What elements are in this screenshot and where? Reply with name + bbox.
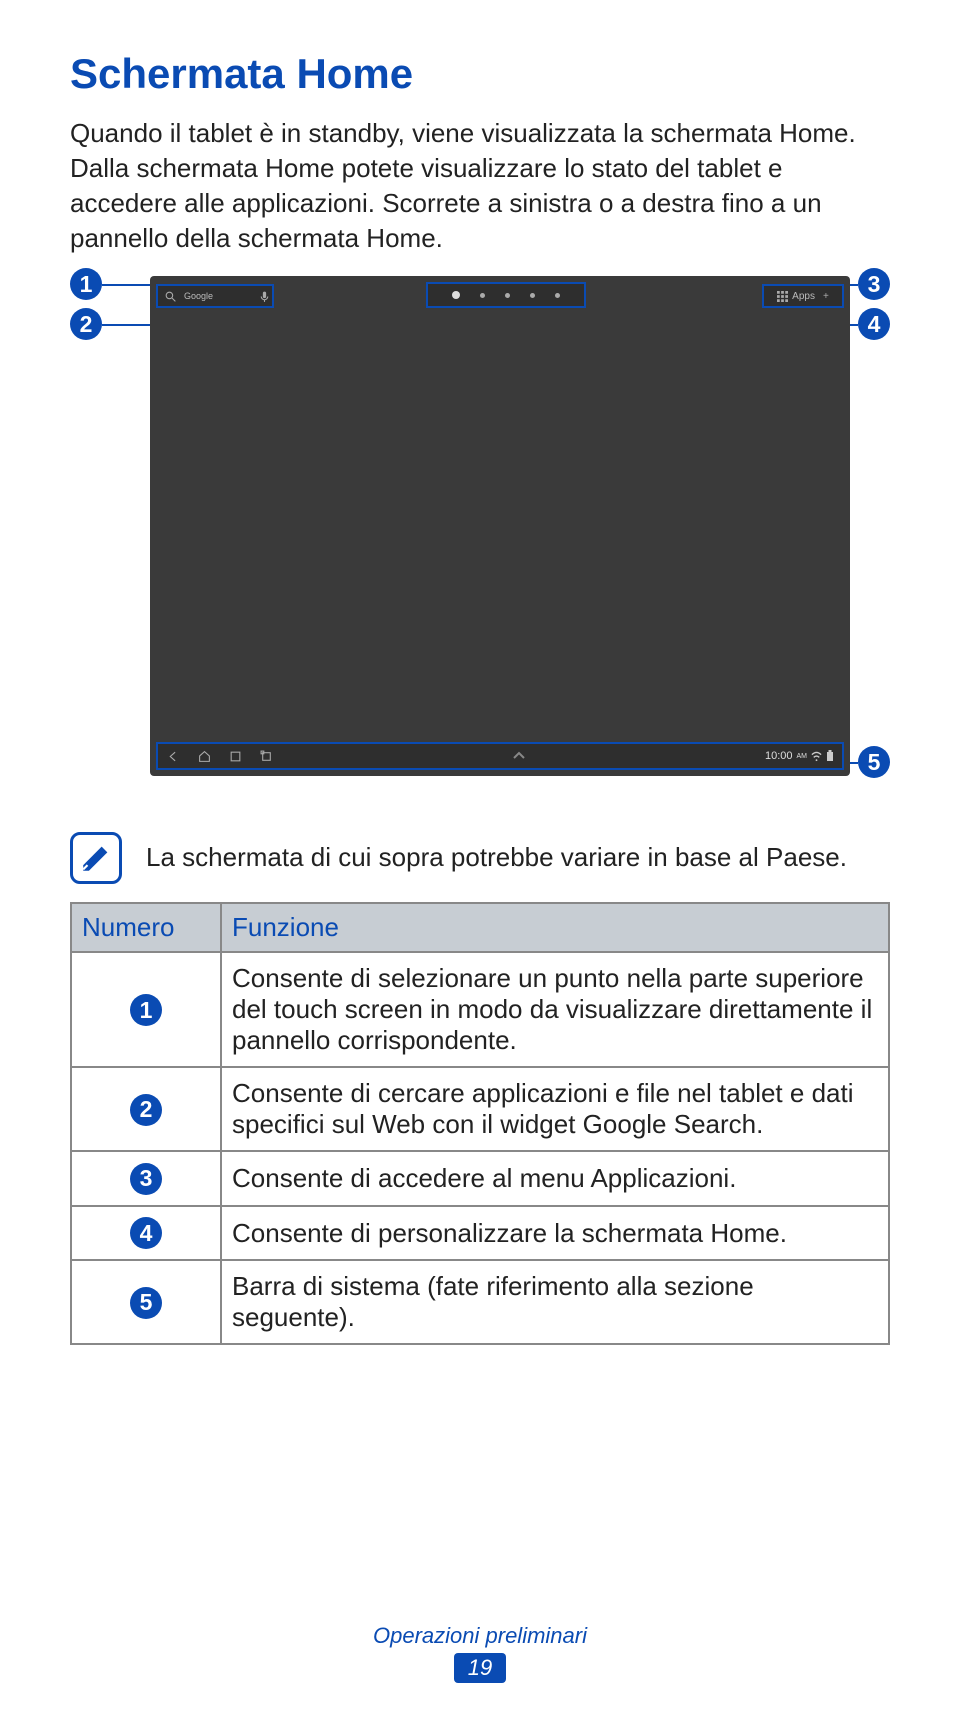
ampm-text: AM [797,753,808,760]
table-row: 1 Consente di selezionare un punto nella… [71,952,889,1067]
clock-text: 10:00 [765,750,793,762]
system-bar: 10:00 AM [156,742,844,770]
battery-icon [826,750,834,762]
row-num-3: 3 [130,1163,162,1195]
plus-icon: + [823,291,829,302]
row-num-2: 2 [130,1094,162,1126]
device-screenshot: 1 2 3 4 5 Google Apps + [70,268,890,808]
callout-2-line [102,324,152,326]
table-header-numero: Numero [71,903,221,952]
table-row: 3 Consente di accedere al menu Applicazi… [71,1151,889,1206]
mic-icon [257,290,272,303]
row-num-4: 4 [130,1217,162,1249]
wifi-icon [811,751,822,762]
google-search-widget: Google [156,284,274,308]
page-title: Schermata Home [70,50,890,98]
apps-menu-button: Apps + [762,284,844,308]
function-table: Numero Funzione 1 Consente di selezionar… [70,902,890,1345]
table-row: 5 Barra di sistema (fate riferimento all… [71,1260,889,1344]
callout-4: 4 [858,308,890,340]
row-desc-4: Consente di personalizzare la schermata … [221,1206,889,1261]
callout-2: 2 [70,308,102,340]
callout-5: 5 [858,746,890,778]
note-icon [70,832,122,884]
callout-1: 1 [70,268,102,300]
row-num-5: 5 [130,1287,162,1319]
table-row: 2 Consente di cercare applicazioni e fil… [71,1067,889,1151]
table-header-funzione: Funzione [221,903,889,952]
page-indicator [426,282,586,308]
row-desc-3: Consente di accedere al menu Applicazion… [221,1151,889,1206]
back-icon [166,750,181,763]
row-desc-1: Consente di selezionare un punto nella p… [221,952,889,1067]
note-text: La schermata di cui sopra potrebbe varia… [146,832,847,875]
recent-icon [228,750,243,763]
row-desc-5: Barra di sistema (fate riferimento alla … [221,1260,889,1344]
intro-text: Quando il tablet è in standby, viene vis… [70,116,890,256]
chevron-up-icon [512,750,526,760]
callout-3: 3 [858,268,890,300]
home-icon [197,750,212,763]
table-row: 4 Consente di personalizzare la schermat… [71,1206,889,1261]
screenshot-icon [259,750,274,763]
page-number: 19 [454,1653,506,1683]
row-num-1: 1 [130,994,162,1026]
footer-section: Operazioni preliminari [0,1623,960,1649]
tablet-device: Google Apps + 10:00 [150,276,850,776]
search-icon [163,290,178,303]
apps-label: Apps [792,291,815,302]
google-label: Google [184,291,251,301]
apps-grid-icon [777,291,788,302]
row-desc-2: Consente di cercare applicazioni e file … [221,1067,889,1151]
